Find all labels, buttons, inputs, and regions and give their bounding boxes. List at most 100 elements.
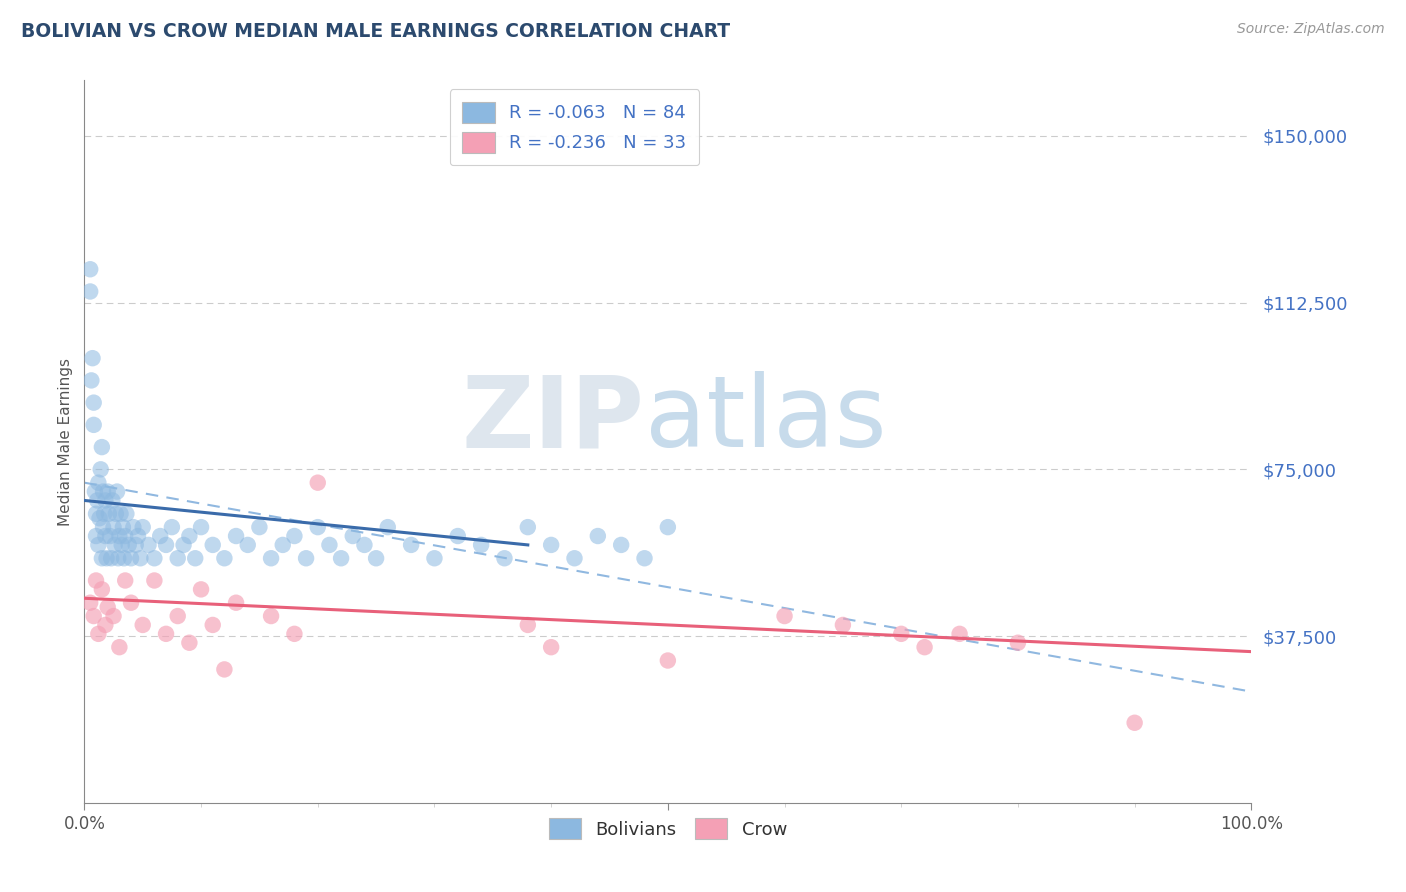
Point xyxy=(120,596,142,610)
Point xyxy=(83,484,105,499)
Point xyxy=(114,529,136,543)
Point xyxy=(80,373,103,387)
Point xyxy=(91,520,114,534)
Point xyxy=(610,538,633,552)
Point xyxy=(657,520,679,534)
Point xyxy=(143,574,166,588)
Point xyxy=(166,551,188,566)
Point xyxy=(97,507,120,521)
Point xyxy=(149,529,172,543)
Point xyxy=(101,493,124,508)
Point xyxy=(132,618,155,632)
Text: ZIP: ZIP xyxy=(461,371,644,468)
Point xyxy=(96,551,118,566)
Point xyxy=(79,596,101,610)
Point xyxy=(377,520,399,534)
Point xyxy=(295,551,318,566)
Point xyxy=(97,600,120,615)
Point xyxy=(93,507,115,521)
Point xyxy=(125,538,148,552)
Point xyxy=(236,538,259,552)
Point xyxy=(283,627,305,641)
Point xyxy=(283,529,305,543)
Point xyxy=(94,529,117,543)
Point xyxy=(773,609,796,624)
Point xyxy=(87,475,110,490)
Point xyxy=(214,551,236,566)
Point xyxy=(107,551,129,566)
Point xyxy=(201,538,224,552)
Point xyxy=(98,529,121,543)
Point xyxy=(86,493,108,508)
Point xyxy=(143,551,166,566)
Point xyxy=(1123,715,1146,730)
Point xyxy=(91,484,114,499)
Point xyxy=(83,395,105,409)
Point xyxy=(470,538,492,552)
Point xyxy=(79,285,101,299)
Point xyxy=(160,520,183,534)
Text: BOLIVIAN VS CROW MEDIAN MALE EARNINGS CORRELATION CHART: BOLIVIAN VS CROW MEDIAN MALE EARNINGS CO… xyxy=(21,22,730,41)
Point xyxy=(423,551,446,566)
Point xyxy=(104,538,127,552)
Point xyxy=(540,640,562,655)
Y-axis label: Median Male Earnings: Median Male Earnings xyxy=(58,358,73,525)
Point xyxy=(225,596,247,610)
Point xyxy=(516,520,538,534)
Point xyxy=(184,551,207,566)
Point xyxy=(108,529,131,543)
Point xyxy=(111,538,134,552)
Point xyxy=(307,520,329,534)
Point xyxy=(155,538,177,552)
Point xyxy=(132,520,155,534)
Text: atlas: atlas xyxy=(644,371,886,468)
Point xyxy=(84,507,107,521)
Point xyxy=(94,618,117,632)
Point xyxy=(83,609,105,624)
Point xyxy=(112,551,135,566)
Point xyxy=(84,529,107,543)
Point xyxy=(190,520,212,534)
Point xyxy=(949,627,972,641)
Point xyxy=(173,538,195,552)
Point xyxy=(890,627,912,641)
Point xyxy=(138,538,160,552)
Point xyxy=(657,653,679,667)
Point xyxy=(832,618,855,632)
Point xyxy=(366,551,388,566)
Point xyxy=(127,529,149,543)
Point xyxy=(82,351,104,366)
Point xyxy=(190,582,212,597)
Point xyxy=(1007,636,1029,650)
Point xyxy=(260,609,283,624)
Point xyxy=(122,520,145,534)
Point xyxy=(307,475,329,490)
Point xyxy=(115,507,138,521)
Point xyxy=(271,538,294,552)
Point xyxy=(214,662,236,676)
Point xyxy=(100,551,122,566)
Point xyxy=(516,618,538,632)
Point xyxy=(353,538,375,552)
Point xyxy=(914,640,936,655)
Point xyxy=(201,618,224,632)
Legend: Bolivians, Crow: Bolivians, Crow xyxy=(540,809,796,848)
Point xyxy=(318,538,340,552)
Point xyxy=(114,574,136,588)
Point xyxy=(260,551,283,566)
Point xyxy=(399,538,422,552)
Point xyxy=(97,484,120,499)
Point xyxy=(249,520,271,534)
Text: Source: ZipAtlas.com: Source: ZipAtlas.com xyxy=(1237,22,1385,37)
Point xyxy=(104,507,127,521)
Point xyxy=(179,636,201,650)
Point xyxy=(633,551,655,566)
Point xyxy=(83,417,105,432)
Point xyxy=(540,538,562,552)
Point xyxy=(342,529,364,543)
Point xyxy=(90,551,112,566)
Point xyxy=(87,627,110,641)
Point xyxy=(111,520,134,534)
Point xyxy=(84,574,107,588)
Point xyxy=(108,640,131,655)
